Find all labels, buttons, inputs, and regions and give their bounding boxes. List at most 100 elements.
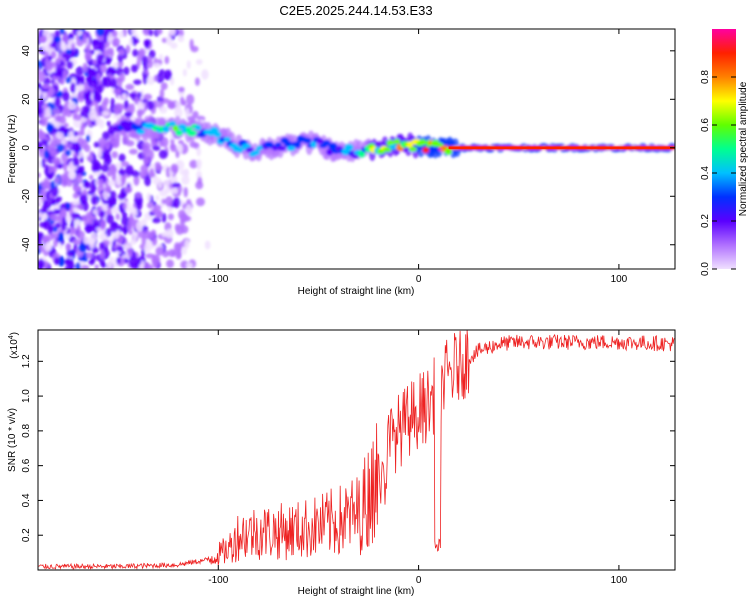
heatmap-noise-cell [96,29,105,37]
heatmap-noise-cell [81,264,90,269]
heatmap-noise-cell [153,74,158,82]
heatmap-noise-cell [40,116,48,127]
heatmap-noise-cell [180,225,189,234]
heatmap-noise-cell [73,130,78,137]
heatmap-noise-cell [118,153,126,163]
heatmap-noise-cell [46,123,55,131]
heatmap-x-tick-label: -100 [208,274,228,285]
heatmap-noise-cell [38,71,46,83]
heatmap-x-axis: -100 100 0 [208,29,628,285]
heatmap-noise-cell [104,56,112,65]
heatmap-noise-cell [104,184,112,193]
heatmap-noise-cell [175,243,183,252]
heatmap-x-tick-label: 100 [611,274,628,285]
heatmap-noise-cell [201,69,209,80]
heatmap-noise-cell [71,91,78,100]
heatmap-noise-cell [90,184,97,193]
heatmap-noise-cell [177,35,185,43]
heatmap-noise-cell [135,192,141,199]
snr-exponent-open: (x10 [9,339,20,359]
heatmap-noise-cell [183,215,192,222]
snr-y-tick-label: 0.8 [21,423,32,437]
colorbar-tick-label: 0.4 [700,166,711,180]
heatmap-noise-cell [99,219,106,231]
heatmap-ridge-cell [393,139,401,145]
heatmap-noise-cell [94,264,99,269]
heatmap-noise-cell [152,145,161,151]
heatmap-noise-cell [118,30,124,39]
heatmap-noise-cell [112,113,122,119]
heatmap-noise-cell [195,197,205,207]
heatmap-noise-cell [146,202,154,209]
heatmap-noise-cell [136,101,145,111]
heatmap-noise-cell [170,42,178,49]
heatmap-noise-cell [54,114,63,122]
heatmap-noise-cell [140,260,145,269]
heatmap-noise-cell [65,203,71,209]
heatmap-noise-cell [164,185,170,194]
heatmap-noise-cell [100,249,105,260]
heatmap-noise-cell [118,103,125,110]
heatmap-noise-cell [85,134,91,143]
snr-y-tick-label: 1.0 [21,389,32,403]
heatmap-noise-cell [71,142,81,152]
heatmap-noise-cell [92,39,101,45]
heatmap-noise-cell [138,48,146,58]
heatmap-noise-cell [118,49,125,56]
heatmap-noise-cell [82,181,92,189]
heatmap-noise-cell [123,243,132,250]
heatmap-noise-cell [176,143,183,153]
heatmap-noise-cell [133,257,141,266]
heatmap-noise-cell [38,198,43,205]
heatmap-noise-cell [136,108,146,116]
heatmap-noise-cell [76,225,81,232]
heatmap-noise-cell [80,111,85,118]
heatmap-noise-cell [144,175,152,187]
heatmap-noise-cell [125,44,131,54]
heatmap-noise-cell [132,231,137,242]
heatmap-noise-cell [45,107,52,118]
heatmap-noise-cell [88,68,97,76]
snr-exponent-close: ) [9,332,20,335]
heatmap-noise-cell [189,159,198,169]
heatmap-noise-cell [55,132,64,139]
heatmap-ridge-cell [177,123,187,130]
colorbar: 0.0 0.2 0.4 0.6 0.8 Normalized spectral ampl… [700,29,749,276]
colorbar-tick-label: 0.6 [700,118,711,132]
colorbar-tick-label: 0.0 [700,262,711,276]
heatmap-y-label: Frequency (Hz) [7,115,18,184]
heatmap-noise-cell [55,222,62,229]
heatmap-noise-cell [185,204,193,215]
snr-x-tick-label: -100 [208,575,228,586]
heatmap-x-label: Height of straight line (km) [298,286,415,297]
heatmap-noise-cell [110,180,115,187]
heatmap-ridge-cell [433,142,444,147]
heatmap-noise-cell [172,197,181,209]
heatmap-noise-cell [100,164,110,173]
heatmap-noise-cell [106,171,113,177]
heatmap-noise-cell [143,155,150,165]
heatmap-noise-cell [58,255,65,266]
heatmap-noise-cell [124,99,129,109]
heatmap-noise-cell [134,195,143,206]
heatmap-noise-cell [111,151,118,159]
heatmap-ridge-cell [406,141,413,148]
snr-exponent-label: (x104) [8,332,20,359]
heatmap-noise-cell [109,190,117,200]
heatmap-y-tick-label: -40 [21,237,32,252]
heatmap-noise-cell [98,232,108,241]
heatmap-noise-cell [153,62,161,68]
heatmap-noise-cell [102,76,112,88]
heatmap-noise-cell [140,164,149,173]
heatmap-noise-cell [132,49,139,57]
heatmap-noise-cell [158,54,164,60]
heatmap-noise-cell [151,237,158,246]
heatmap-noise-cell [48,233,55,241]
heatmap-noise-cell [55,92,63,98]
heatmap-ridge-cell [195,124,202,131]
heatmap-noise-cell [80,75,85,85]
heatmap-noise-cell [38,159,42,169]
heatmap-noise-cell [82,32,87,44]
heatmap-noise-cell [159,105,168,114]
heatmap-noise-cell [98,137,107,146]
